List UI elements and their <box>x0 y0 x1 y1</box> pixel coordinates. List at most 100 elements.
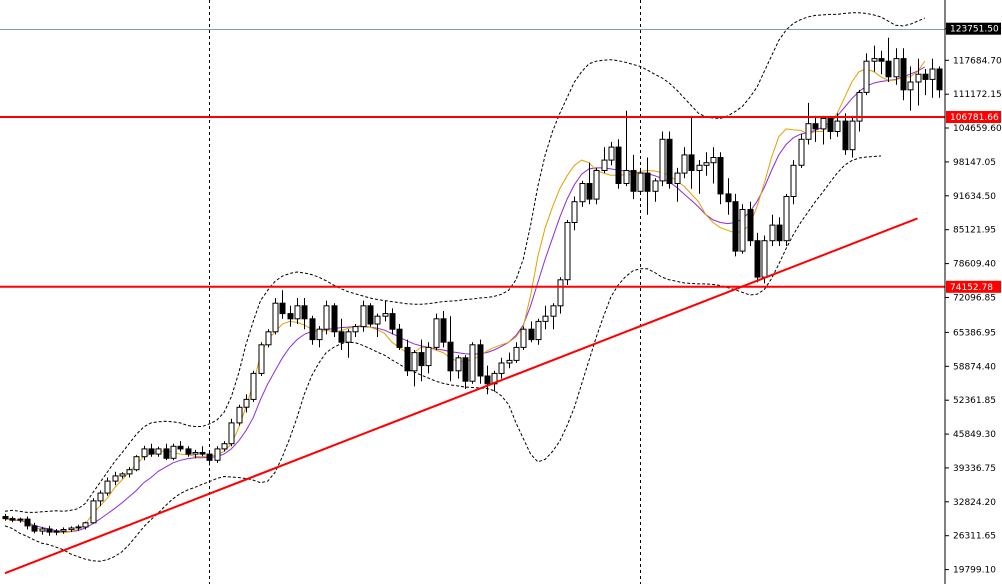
candle-29 <box>214 446 221 463</box>
candle-49 <box>360 300 367 332</box>
candle-85 <box>623 110 630 187</box>
candle-body <box>805 123 812 140</box>
candle-body <box>24 518 31 527</box>
candle-69 <box>506 352 513 369</box>
candle-60 <box>440 311 447 348</box>
candle-43 <box>316 326 323 348</box>
candle-body <box>863 60 870 93</box>
candle-body <box>75 526 82 529</box>
candle-body <box>907 81 914 91</box>
candle-81 <box>593 167 600 205</box>
candle-53 <box>389 308 396 335</box>
candle-10 <box>75 524 82 531</box>
candle-101 <box>739 204 746 254</box>
candle-body <box>46 528 53 533</box>
candle-body <box>97 492 104 502</box>
candle-body <box>382 313 389 317</box>
candle-3 <box>24 516 31 530</box>
candle-48 <box>352 324 359 337</box>
candle-body <box>571 201 578 223</box>
candle-body <box>455 357 462 372</box>
candle-body <box>133 456 140 471</box>
candle-127 <box>929 58 936 98</box>
candle-body <box>615 146 622 185</box>
candle-72 <box>528 321 535 343</box>
candle-body <box>53 530 60 533</box>
candle-62 <box>455 355 462 379</box>
candle-body <box>17 518 24 521</box>
candle-body <box>214 448 221 461</box>
candle-body <box>739 209 746 252</box>
candle-91 <box>666 131 673 189</box>
candle-55 <box>404 339 411 376</box>
candle-37 <box>272 298 279 335</box>
candle-body <box>557 279 564 307</box>
candle-body <box>404 346 411 372</box>
candle-117 <box>856 89 863 132</box>
candle-82 <box>601 147 608 174</box>
price-tick-label-5: 91634.50 <box>953 192 996 202</box>
candle-body <box>834 120 841 132</box>
candle-64 <box>469 342 476 384</box>
candle-body <box>440 318 447 343</box>
candle-23 <box>170 443 177 461</box>
candle-body <box>185 448 192 455</box>
price-tick-label-15: 26311.65 <box>953 532 996 542</box>
candle-94 <box>688 115 695 189</box>
candle-113 <box>827 115 834 140</box>
candle-93 <box>681 147 688 179</box>
candle-59 <box>433 313 440 350</box>
candle-34 <box>250 370 257 402</box>
candle-112 <box>820 115 827 145</box>
candle-body <box>82 522 89 528</box>
candle-54 <box>396 324 403 350</box>
candle-body <box>550 305 557 317</box>
candle-body <box>396 328 403 348</box>
candle-99 <box>725 178 732 215</box>
candle-body <box>783 196 790 242</box>
candle-body <box>535 320 542 341</box>
price-tick-label-16: 19799.10 <box>953 566 996 576</box>
candle-105 <box>769 214 776 246</box>
candle-body <box>243 398 250 408</box>
price-tick-label-4: 98147.05 <box>953 158 996 168</box>
candle-87 <box>637 167 644 194</box>
candle-body <box>104 480 111 494</box>
price-tick-label-8: 72096.85 <box>953 294 996 304</box>
candle-28 <box>206 451 213 466</box>
candle-body <box>842 120 849 151</box>
trendline <box>4 217 918 575</box>
candle-125 <box>915 58 922 106</box>
candle-38 <box>279 290 286 319</box>
candle-51 <box>374 313 381 337</box>
candle-126 <box>922 69 929 96</box>
candle-body <box>39 528 46 532</box>
price-tick-label-11: 52361.85 <box>953 396 996 406</box>
candle-body <box>506 359 513 364</box>
candle-22 <box>163 443 170 461</box>
candle-120 <box>878 50 885 75</box>
candle-44 <box>323 300 330 335</box>
candle-65 <box>477 339 484 384</box>
candle-body <box>177 445 184 450</box>
price-tick-label-6: 85121.95 <box>953 226 996 236</box>
candle-89 <box>652 178 659 202</box>
candle-108 <box>790 160 797 205</box>
candle-35 <box>258 342 265 376</box>
level-label-1: 74152.78 <box>950 283 993 293</box>
candle-body <box>776 224 783 242</box>
candle-12 <box>90 498 97 524</box>
candle-body <box>294 305 301 320</box>
plot-background <box>0 0 945 584</box>
ma-slow-line <box>4 66 926 533</box>
candle-71 <box>520 326 527 350</box>
candle-66 <box>484 365 491 395</box>
level-label-bg-0 <box>946 111 1001 123</box>
candle-body <box>674 172 681 185</box>
candle-body <box>411 352 418 372</box>
candle-body <box>9 518 16 521</box>
candle-body <box>659 138 666 182</box>
level-label-0: 106781.66 <box>950 113 999 123</box>
candle-124 <box>907 66 914 111</box>
